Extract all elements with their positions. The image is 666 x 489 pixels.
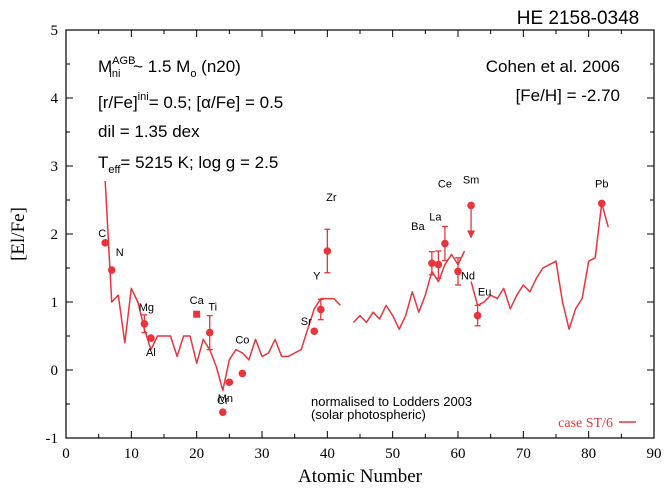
- y-axis-label: [El/Fe]: [8, 207, 29, 261]
- label-eu: Eu: [478, 287, 491, 299]
- chart-title: HE 2158-0348: [517, 8, 640, 29]
- x-tick-label: 30: [255, 446, 270, 462]
- label-y: Y: [313, 270, 321, 282]
- point-pb: [597, 199, 606, 208]
- label-n: N: [116, 247, 124, 259]
- label-ti: Ti: [208, 302, 217, 314]
- point-eu: [473, 311, 482, 320]
- label-sr: Sr: [301, 316, 312, 328]
- x-tick-label: 40: [320, 446, 335, 462]
- legend-label: case ST/6: [558, 416, 613, 431]
- label-ba: Ba: [411, 221, 425, 233]
- x-tick-label: 50: [385, 446, 400, 462]
- y-tick-label: 2: [51, 227, 59, 243]
- normalisation-note: normalised to Lodders 2003 (solar photos…: [311, 394, 472, 422]
- reference-block: Cohen et al. 2006 [Fe/H] = -2.70: [486, 57, 620, 105]
- label-ce: Ce: [438, 179, 452, 191]
- point-mn: [225, 378, 234, 387]
- point-y: [317, 305, 325, 314]
- model-parameters: MAGB ini ~ 1.5 Mo (n20) [r/Fe]ini= 0.5; […: [98, 55, 283, 176]
- model-curve: [104, 180, 610, 392]
- label-zr: Zr: [326, 192, 337, 204]
- y-tick-label: 3: [51, 159, 59, 175]
- x-tick-label: 70: [516, 446, 531, 462]
- normalisation-line2: (solar photospheric): [311, 407, 426, 422]
- label-mg: Mg: [139, 302, 154, 314]
- observed-points: [101, 199, 606, 416]
- label-sm: Sm: [463, 174, 480, 186]
- x-axis-label: Atomic Number: [298, 466, 423, 487]
- point-c: [101, 239, 109, 247]
- label-ca: Ca: [190, 295, 205, 307]
- param-teff: Teff= 5215 K; log g = 2.5: [98, 153, 278, 176]
- point-co: [238, 369, 247, 378]
- x-tick-label: 60: [451, 446, 466, 462]
- y-tick-label: 1: [51, 295, 59, 311]
- x-tick-label: 0: [62, 446, 70, 462]
- label-la: La: [429, 212, 442, 224]
- point-nd: [454, 267, 462, 276]
- reference-metallicity: [Fe/H] = -2.70: [516, 86, 620, 105]
- y-tick-label: 4: [51, 91, 59, 107]
- model-segment: [470, 202, 610, 330]
- point-sm: [467, 201, 475, 210]
- point-ce: [441, 239, 449, 248]
- point-cr: [219, 408, 227, 416]
- point-al: [147, 334, 155, 342]
- point-sr: [310, 327, 319, 336]
- point-ba: [428, 259, 436, 268]
- model-segment: [352, 250, 466, 330]
- param-mass: MAGB ini ~ 1.5 Mo (n20): [98, 55, 241, 80]
- point-n: [107, 266, 116, 274]
- label-c: C: [98, 228, 106, 240]
- param-abundances: [r/Fe]ini= 0.5; [α/Fe] = 0.5: [98, 91, 283, 112]
- point-zr: [323, 247, 332, 255]
- y-tick-label: 0: [51, 363, 59, 379]
- y-tick-label: -1: [46, 431, 59, 447]
- legend: case ST/6: [558, 416, 636, 431]
- point-la: [434, 260, 443, 269]
- label-co: Co: [235, 334, 249, 346]
- param-dilution: dil = 1.35 dex: [98, 122, 200, 141]
- x-tick-label: 20: [189, 446, 204, 462]
- x-tick-label: 10: [124, 446, 139, 462]
- reference-citation: Cohen et al. 2006: [486, 57, 620, 76]
- x-tick-label: 90: [647, 446, 662, 462]
- normalisation-line1: normalised to Lodders 2003: [311, 394, 472, 409]
- point-ti: [205, 328, 214, 337]
- x-tick-label: 80: [581, 446, 596, 462]
- label-pb: Pb: [595, 178, 608, 190]
- label-nd: Nd: [461, 270, 475, 282]
- model-segment: [104, 180, 341, 392]
- point-mg: [140, 319, 149, 328]
- y-tick-label: 5: [51, 23, 59, 39]
- label-mn: Mn: [218, 393, 233, 405]
- upper-limit-arrow-sm: [467, 230, 476, 239]
- point-ca: [193, 310, 201, 318]
- label-al: Al: [146, 347, 156, 359]
- label-cr: Cr: [217, 395, 229, 407]
